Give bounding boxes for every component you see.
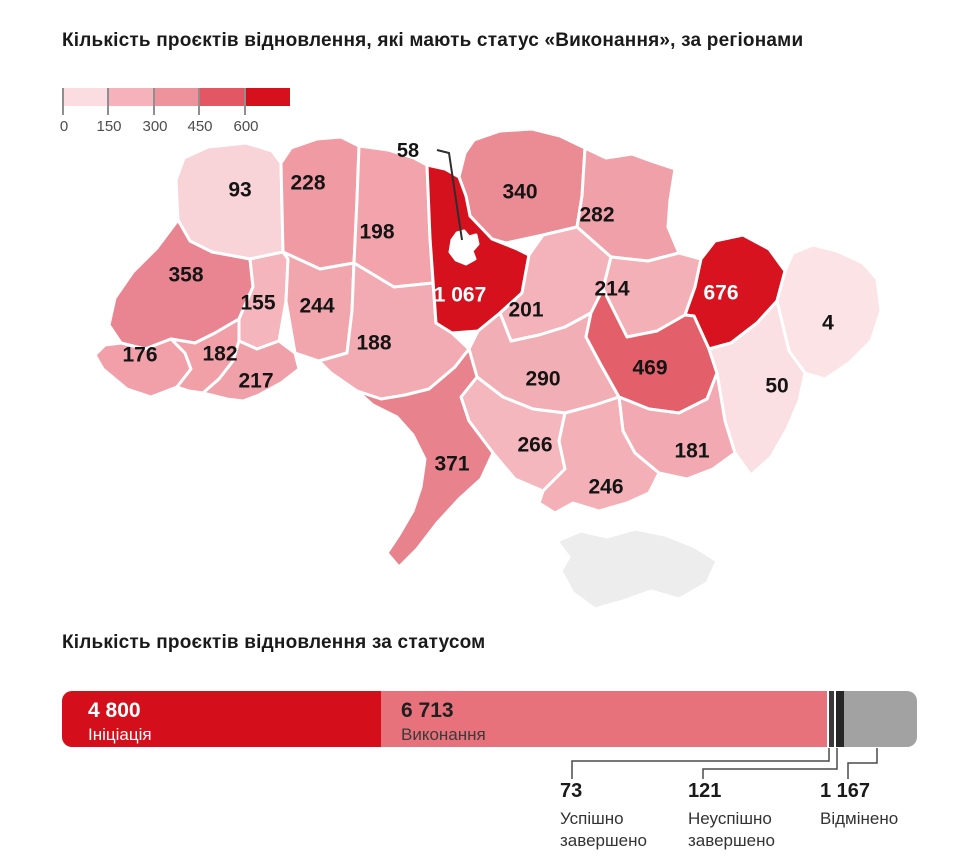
connector-success	[571, 748, 830, 779]
segment-label: Виконання	[401, 725, 486, 744]
value-odesa: 371	[434, 453, 469, 476]
region-zakarpattia[interactable]	[93, 337, 193, 399]
bar-segment-success[interactable]	[829, 691, 834, 747]
value-kyiv-oblast: 1 067	[434, 284, 487, 307]
region-kherson[interactable]	[537, 395, 661, 515]
value-ivano-frankivsk: 182	[202, 343, 237, 366]
value-ternopil: 155	[240, 292, 275, 315]
value-chernivtsi: 217	[238, 370, 273, 393]
callout-connectors	[571, 748, 878, 779]
value-lviv: 358	[168, 264, 203, 287]
legend-swatch-5	[244, 88, 290, 106]
legend-swatch-4	[198, 88, 245, 106]
bar-segment-execution[interactable]: 6 713 Виконання	[381, 691, 827, 747]
value-poltava: 214	[594, 278, 629, 301]
legend-swatch-2	[107, 88, 154, 106]
value-khmelnytskyi: 244	[299, 295, 334, 318]
ukraine-choropleth-map: 93 228 198 58 1 067 340 282 358 155 244 …	[93, 127, 883, 611]
region-zhytomyr[interactable]	[352, 144, 435, 289]
legend-swatches	[62, 88, 290, 106]
value-cherkasy: 201	[508, 299, 543, 322]
legend-tick	[107, 88, 109, 115]
callout-value: 73	[560, 780, 583, 802]
callout-label-line2: завершено	[688, 831, 775, 851]
segment-label: Ініціація	[88, 725, 152, 744]
legend-tick-label: 600	[233, 118, 259, 135]
legend-tick	[198, 88, 200, 115]
callout-unsuccess: 121 Неуспішно завершено	[688, 780, 838, 853]
region-chernivtsi[interactable]	[201, 339, 301, 403]
value-kyiv-city: 58	[397, 140, 419, 162]
region-odesa[interactable]	[355, 347, 495, 569]
value-kirovohrad: 290	[525, 368, 560, 391]
value-zhytomyr: 198	[359, 221, 394, 244]
value-volyn: 93	[228, 179, 251, 202]
legend-tick-label: 150	[96, 118, 122, 135]
bar-segment-cancelled[interactable]	[843, 691, 917, 747]
color-scale-legend: 0 150 300 450 600	[59, 88, 312, 138]
legend-swatch-1	[62, 88, 108, 106]
bar-segment-initiation[interactable]: 4 800 Ініціація	[62, 691, 381, 747]
connector-cancelled	[847, 748, 878, 779]
value-mykolaiv: 266	[517, 434, 552, 457]
connector-unsuccess	[702, 748, 838, 779]
value-kharkiv: 676	[703, 282, 738, 305]
legend-tick	[62, 88, 64, 115]
status-chart-title: Кількість проєктів відновлення за статус…	[62, 632, 486, 653]
value-zaporizhzhia: 181	[674, 440, 709, 463]
kyiv-city-callout-line	[436, 149, 463, 241]
value-kherson: 246	[588, 476, 623, 499]
value-chernihiv: 340	[502, 181, 537, 204]
segment-value: 6 713	[401, 699, 454, 722]
value-vinnytsia: 188	[356, 332, 391, 355]
region-crimea	[555, 527, 719, 611]
value-luhansk: 4	[822, 312, 834, 335]
legend-tick	[244, 88, 246, 115]
callout-label-line1: Успішно	[560, 809, 624, 828]
value-donetsk: 50	[765, 375, 788, 398]
callout-value: 121	[688, 780, 722, 802]
callout-value: 1 167	[820, 780, 871, 802]
callout-label-line1: Неуспішно	[688, 809, 772, 828]
value-zakarpattia: 176	[122, 344, 157, 367]
bar-segment-unsuccess[interactable]	[835, 691, 844, 747]
callout-label-line1: Відмінено	[820, 809, 899, 828]
legend-tick-label: 0	[59, 118, 69, 135]
value-sumy: 282	[579, 204, 614, 227]
value-dnipro: 469	[632, 357, 667, 380]
callout-cancelled: 1 167 Відмінено	[820, 780, 970, 830]
legend-swatch-3	[153, 88, 199, 106]
legend-tick-label: 450	[187, 118, 213, 135]
segment-value: 4 800	[88, 699, 141, 722]
map-title: Кількість проєктів відновлення, які мают…	[62, 30, 804, 51]
callout-label-line2: завершено	[560, 831, 647, 851]
region-rivne[interactable]	[279, 135, 361, 271]
legend-tick	[153, 88, 155, 115]
callout-success: 73 Успішно завершено	[560, 780, 710, 853]
legend-tick-label: 300	[142, 118, 168, 135]
status-stacked-bar: 4 800 Ініціація 6 713 Виконання	[62, 691, 917, 747]
region-kyiv-city[interactable]	[448, 229, 480, 266]
value-rivne: 228	[290, 172, 325, 195]
